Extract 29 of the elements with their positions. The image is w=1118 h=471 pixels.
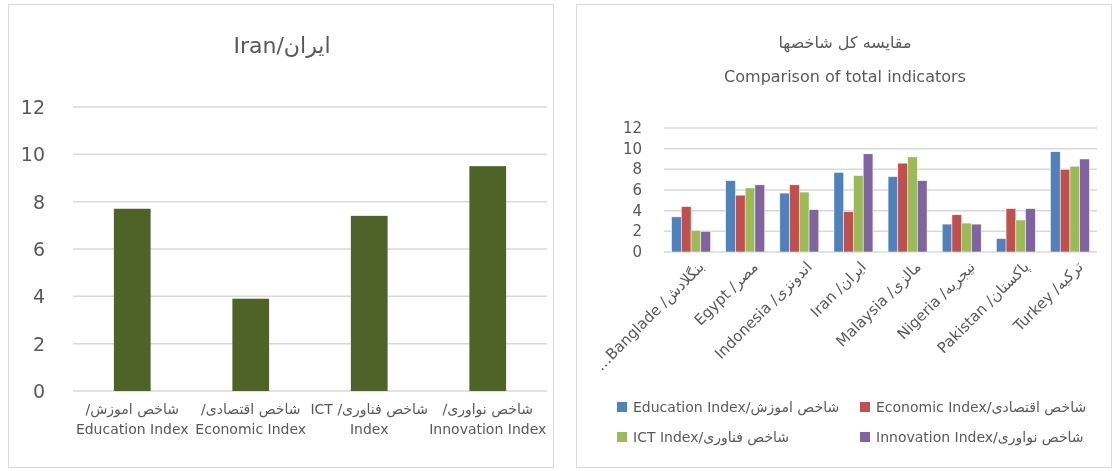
legend-label: ICT Index/شاخص فناوری [633, 429, 790, 445]
chart-subtitle: Comparison of total indicators [723, 67, 967, 86]
bar [350, 215, 388, 391]
x-tick-label: شاخص فناوری/ ICT Index [310, 401, 429, 437]
y-tick-label: 10 [20, 143, 45, 166]
legend-label: Education Index/شاخص اموزش [633, 399, 840, 415]
bar [469, 166, 507, 391]
y-tick-label: 8 [32, 190, 45, 213]
chart-title: مقایسه کل شاخصها [777, 33, 913, 52]
x-tick-label: شاخص اقتصادی/ Economic Index [195, 401, 307, 437]
y-tick-label: 12 [20, 96, 45, 118]
x-tick-label: شاخص نواوری/ Innovation Index [429, 401, 547, 437]
chart-title: Iran/ایران [232, 33, 332, 58]
y-tick-label: 0 [32, 380, 45, 402]
y-tick-label: 2 [32, 332, 45, 355]
legend-label: Innovation Index/شاخص نواوری [876, 429, 1084, 445]
y-tick-label: 12 [622, 119, 642, 137]
y-tick-label: 0 [632, 243, 642, 261]
y-tick-label: 10 [622, 139, 642, 158]
bar [232, 298, 270, 391]
y-tick-label: 6 [32, 238, 45, 260]
legend-label: Economic Index/شاخص اقتصادی [876, 399, 1087, 415]
y-tick-label: 2 [632, 222, 642, 241]
y-tick-label: 4 [632, 201, 642, 220]
y-tick-label: 6 [632, 181, 642, 199]
x-tick-label: شاخص اموزش/ Education Index [75, 401, 189, 437]
y-tick-label: 8 [632, 160, 642, 179]
bar [113, 208, 151, 391]
y-tick-label: 4 [32, 285, 45, 308]
